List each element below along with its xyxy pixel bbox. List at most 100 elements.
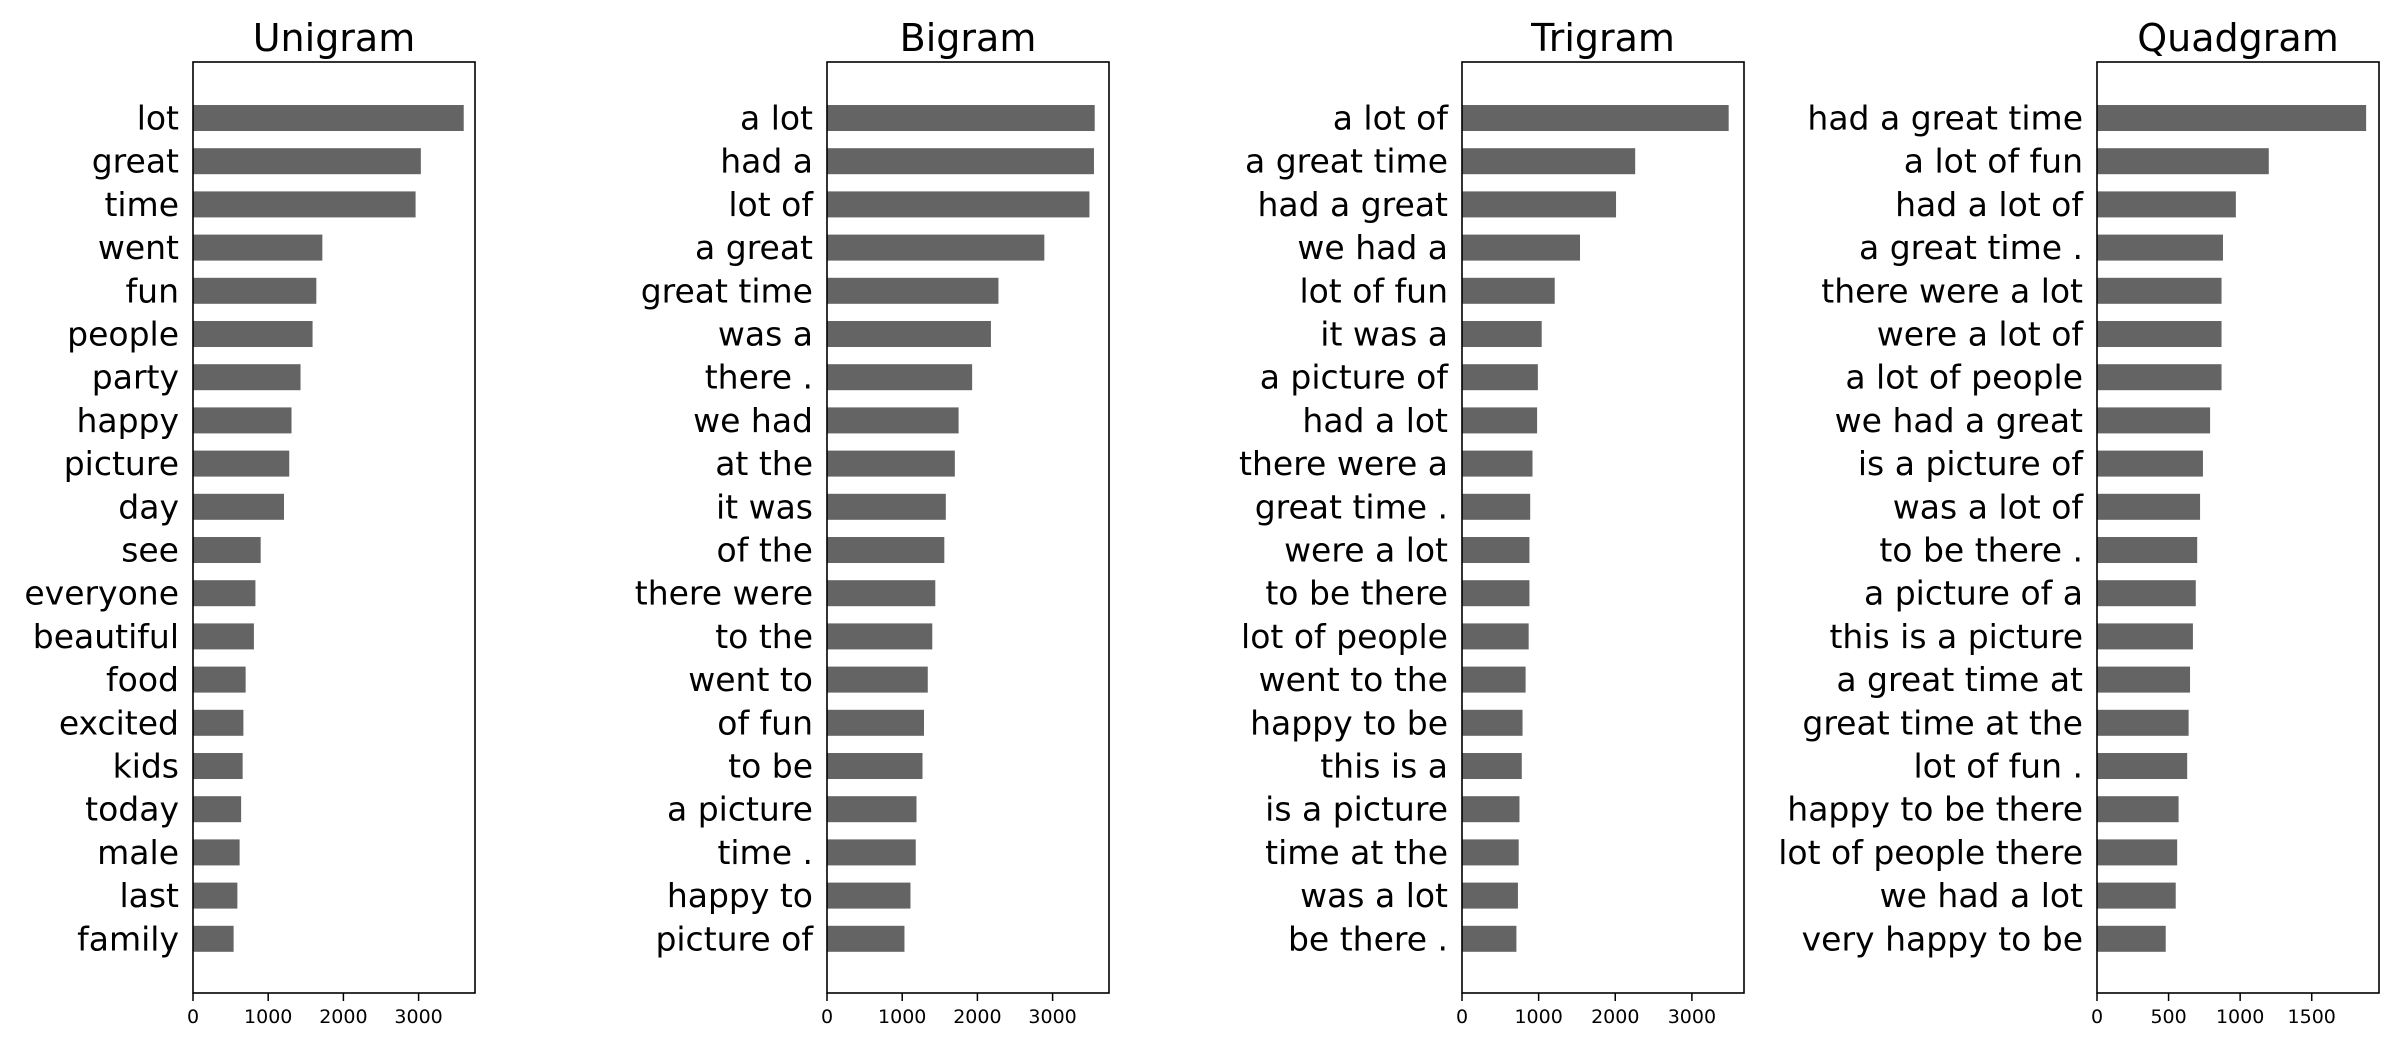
bar <box>193 882 238 909</box>
panel-unigram: Unigram lot great time went fun people party hap… <box>24 16 476 1028</box>
panel-title: Bigram <box>900 16 1037 60</box>
bar <box>827 493 946 520</box>
category-label: see <box>121 531 179 570</box>
category-label: lot of <box>728 185 814 224</box>
category-label: great time <box>641 271 813 310</box>
x-tick-label: 3000 <box>1668 1006 1716 1028</box>
axes-frame <box>2096 61 2380 994</box>
bar <box>1462 148 1636 175</box>
bar <box>827 709 925 736</box>
panel-title: Trigram <box>1530 16 1675 60</box>
category-label: last <box>119 876 179 915</box>
bar <box>2097 623 2193 650</box>
category-label: went to the <box>1259 660 1448 699</box>
category-label: were a lot <box>1284 531 1448 570</box>
bar <box>2097 882 2176 909</box>
bar <box>1462 882 1518 909</box>
bar <box>193 796 242 823</box>
category-label: of the <box>717 531 813 570</box>
x-tick-label: 1000 <box>244 1006 292 1028</box>
category-label: this is a picture <box>1829 617 2083 656</box>
x-tick-label: 0 <box>187 1006 199 1028</box>
category-label: there were a <box>1239 444 1448 483</box>
bar <box>1462 364 1538 391</box>
bar <box>2097 709 2189 736</box>
panel-title: Quadgram <box>2137 16 2338 60</box>
category-label: party <box>92 358 179 397</box>
category-label: great time . <box>1255 487 1448 526</box>
category-label: beautiful <box>33 617 179 656</box>
bar <box>193 493 284 520</box>
category-label: lot of people there <box>1778 833 2083 872</box>
category-label: went to <box>688 660 813 699</box>
category-label: great time at the <box>1802 703 2083 742</box>
bar <box>1462 407 1538 434</box>
category-label: at the <box>715 444 813 483</box>
category-label: very happy to be <box>1802 919 2083 958</box>
bar <box>193 321 313 347</box>
category-label: family <box>77 919 179 958</box>
x-tick-label: 1000 <box>1514 1006 1562 1028</box>
x-tick-label: 0 <box>821 1006 833 1028</box>
category-label: a lot of fun <box>1904 142 2083 181</box>
x-tick-label: 2000 <box>1591 1006 1639 1028</box>
x-tick-label: 2000 <box>953 1006 1001 1028</box>
category-label: had a lot of <box>1895 185 2084 224</box>
category-label: a great time . <box>1859 228 2083 267</box>
category-label: there were <box>635 574 813 613</box>
category-label: be there . <box>1288 919 1448 958</box>
category-label: this is a <box>1320 747 1448 786</box>
category-label: went <box>98 228 179 267</box>
bar <box>193 709 244 736</box>
bar <box>193 105 464 131</box>
bar <box>2097 796 2179 823</box>
bar <box>193 407 292 434</box>
bar <box>827 882 911 909</box>
category-label: happy to be there <box>1787 790 2083 829</box>
bar <box>827 191 1090 218</box>
bar <box>2097 148 2269 175</box>
panel-quadgram: Quadgram had a great time a lot of fun had … <box>1778 16 2380 1028</box>
bar <box>193 191 416 218</box>
bar <box>827 580 936 607</box>
bar <box>827 925 905 952</box>
bar <box>827 796 917 823</box>
chart-panels: Unigram lot great time went fun people party hap… <box>24 16 2380 1028</box>
bar <box>193 580 256 607</box>
axes-frame <box>1461 61 1745 994</box>
bar <box>2097 407 2211 434</box>
category-label: happy to be <box>1250 703 1448 742</box>
bar <box>2097 450 2203 477</box>
category-label: there . <box>705 358 813 397</box>
category-label: a great <box>695 228 813 267</box>
category-label: today <box>85 790 179 829</box>
bar <box>2097 925 2166 952</box>
bar <box>827 364 973 391</box>
category-label: lot <box>137 99 179 138</box>
category-label: had a great time <box>1807 99 2083 138</box>
x-tick-label: 0 <box>1456 1006 1468 1028</box>
axes-frame <box>192 61 476 994</box>
x-tick-label: 1000 <box>878 1006 926 1028</box>
bar <box>827 666 928 693</box>
x-tick-label: 3000 <box>1028 1006 1076 1028</box>
category-label: lot of people <box>1241 617 1448 656</box>
bar <box>193 234 323 261</box>
category-label: male <box>97 833 179 872</box>
bar <box>827 450 955 477</box>
category-label: was a <box>718 315 813 354</box>
category-label: of fun <box>717 703 813 742</box>
bar <box>827 407 959 434</box>
bar <box>1462 277 1555 304</box>
category-label: a lot <box>740 99 813 138</box>
bar <box>1462 537 1530 563</box>
bar <box>193 666 246 693</box>
category-label: a picture of <box>1260 358 1450 397</box>
bar <box>1462 796 1520 823</box>
bar <box>827 277 999 304</box>
bar <box>827 105 1095 131</box>
bar <box>193 537 261 563</box>
bar <box>827 753 923 779</box>
bar <box>2097 666 2191 693</box>
x-tick-label: 1000 <box>2216 1006 2264 1028</box>
